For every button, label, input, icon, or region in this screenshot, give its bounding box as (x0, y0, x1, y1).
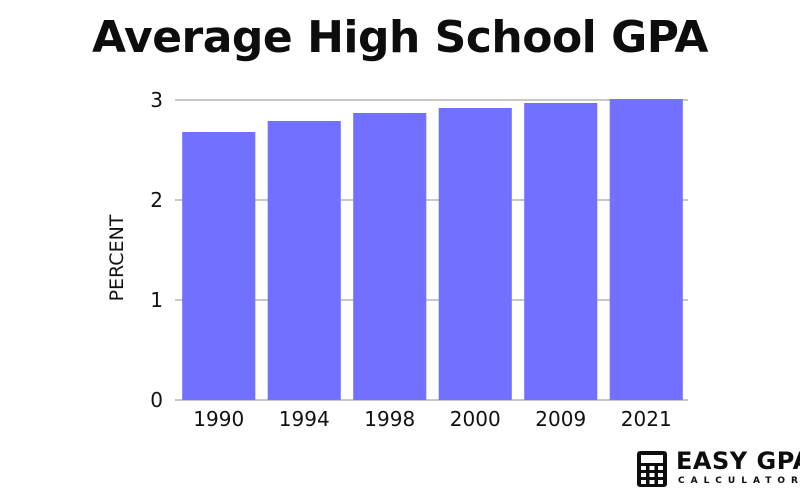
y-tick-label: 3 (150, 88, 163, 112)
bar-1990 (182, 132, 256, 400)
bars (182, 99, 683, 400)
x-tick-label: 2000 (450, 407, 501, 431)
y-tick-label: 0 (150, 388, 163, 412)
bar-2000 (438, 108, 512, 400)
x-tick-label: 1994 (279, 407, 330, 431)
grid-lines (175, 99, 688, 401)
bar-1998 (353, 113, 427, 400)
bar-2021 (609, 99, 683, 400)
x-tick-label: 2009 (535, 407, 586, 431)
chart-title: Average High School GPA (92, 12, 708, 63)
easy-gpa-logo: EASY GPA CALCULATOR (636, 448, 800, 492)
bar-2009 (524, 103, 598, 400)
x-tick-labels: 1990 1994 1998 2000 2009 2021 (193, 407, 671, 431)
x-tick-label: 1998 (364, 407, 415, 431)
y-axis-label: PERCENT (106, 214, 128, 301)
y-tick-label: 1 (150, 288, 163, 312)
bar-1994 (267, 121, 341, 400)
x-tick-label: 2021 (621, 407, 672, 431)
y-tick-labels: 0 1 2 3 (150, 88, 163, 412)
logo-subtitle: CALCULATOR (678, 476, 800, 486)
y-tick-label: 2 (150, 188, 163, 212)
logo-name: EASY GPA (676, 447, 800, 475)
calculator-icon (637, 451, 667, 487)
x-tick-label: 1990 (193, 407, 244, 431)
